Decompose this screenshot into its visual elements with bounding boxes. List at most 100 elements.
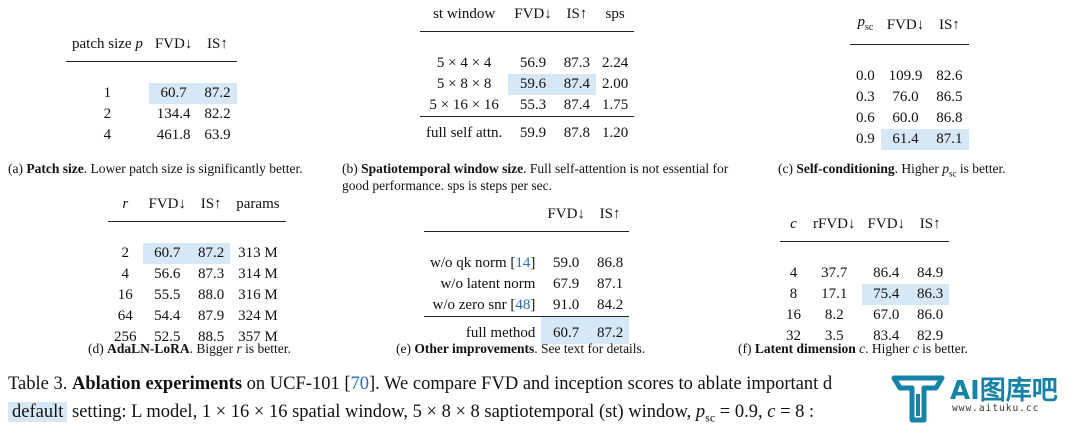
- header-is: IS↑: [590, 204, 630, 232]
- cell: 82.6: [936, 68, 963, 84]
- cell: 87.3: [563, 55, 590, 71]
- cell: 32: [786, 328, 801, 344]
- cell: 52.5: [154, 329, 181, 345]
- cell: full method: [424, 316, 542, 344]
- cell: 60.7: [142, 243, 193, 264]
- table-row: 0.6 60.0 86.8: [850, 108, 969, 129]
- cell: 8: [789, 286, 798, 302]
- table-other-improvements: FVD↓ IS↑ w/o qk norm [14] 59.0 86.8 w/o …: [424, 204, 630, 344]
- cell: 87.4: [563, 97, 590, 113]
- cell: 91.0: [553, 297, 580, 313]
- table-row: 256 52.5 88.5 357 M: [108, 327, 286, 348]
- table-row: full self attn. 59.9 87.8 1.20: [420, 116, 635, 144]
- cell: 16: [117, 287, 133, 303]
- cell: 2: [103, 106, 112, 122]
- watermark-url: www.aituku.cc: [952, 403, 1040, 414]
- cell: 82.2: [204, 106, 231, 122]
- cell: 1.20: [596, 116, 635, 144]
- cell: 87.2: [198, 83, 237, 104]
- cell: 5 × 4 × 4: [436, 55, 492, 71]
- header-st-window: st window: [420, 4, 509, 32]
- cell: 1: [103, 85, 112, 101]
- header-params: params: [230, 194, 286, 222]
- cell: 83.4: [873, 328, 900, 344]
- cell: 87.4: [557, 74, 596, 95]
- table-row: 2 60.7 87.2 313 M: [108, 243, 286, 264]
- table-patch-size: patch size p FVD↓ IS↑ 1 60.7 87.2 2 134.…: [66, 34, 237, 146]
- cell: w/o latent norm: [440, 276, 536, 292]
- caption-e: (e) Other improvements. See text for det…: [396, 341, 646, 356]
- cell: 5 × 8 × 8: [436, 76, 492, 92]
- caption-a: (a) Patch size. Lower patch size is sign…: [8, 161, 303, 176]
- cell: full self attn.: [420, 116, 509, 144]
- header-fvd: FVD↓: [142, 194, 193, 222]
- table-row: 0.3 76.0 86.5: [850, 87, 969, 108]
- cell: 60.7: [148, 83, 199, 104]
- cell: 109.9: [888, 68, 923, 84]
- table-row: 16 8.2 67.0 86.0: [780, 305, 949, 326]
- citation-link[interactable]: 14: [515, 255, 531, 271]
- cell: 0.0: [856, 68, 875, 84]
- header-fvd: FVD↓: [148, 34, 199, 62]
- cell: 8.2: [824, 307, 844, 323]
- cell: 75.4: [861, 284, 912, 305]
- cell: 357 M: [238, 329, 278, 345]
- cell: 4: [121, 266, 130, 282]
- table-row: 4 37.7 86.4 84.9: [780, 263, 949, 284]
- header-sps: sps: [596, 4, 635, 32]
- cell: 313 M: [238, 245, 278, 261]
- cell: 60.0: [892, 110, 919, 126]
- table-row: w/o qk norm [14] 59.0 86.8: [424, 253, 629, 274]
- cell: 86.8: [936, 110, 963, 126]
- citation-link[interactable]: 70: [350, 374, 369, 394]
- header-is: IS↑: [557, 4, 596, 32]
- table-row: full method 60.7 87.2: [424, 316, 630, 344]
- cell: 84.2: [596, 297, 624, 313]
- cell: 67.9: [553, 276, 580, 292]
- caption-d: (d) AdaLN-LoRA. Bigger r is better.: [88, 341, 291, 356]
- header-is: IS↑: [911, 214, 950, 242]
- cell: w/o qk norm [14]: [430, 255, 536, 271]
- table-row: 0.0 109.9 82.6: [850, 66, 969, 87]
- cell: 17.1: [821, 286, 848, 302]
- table-caption-line-1: Table 3. Ablation experiments on UCF-101…: [8, 374, 833, 394]
- cell: 316 M: [238, 287, 278, 303]
- cell: 55.5: [154, 287, 181, 303]
- table-self-conditioning: psc FVD↓ IS↑ 0.0 109.9 82.6 0.3 76.0 86.…: [850, 12, 969, 150]
- header-fvd: FVD↓: [861, 214, 912, 242]
- table-latent-dimension: c rFVD↓ FVD↓ IS↑ 4 37.7 86.4 84.9 8 17.1…: [780, 214, 950, 347]
- cell: 82.9: [917, 328, 944, 344]
- table-row: w/o latent norm 67.9 87.1: [424, 274, 629, 295]
- cell: 56.9: [519, 55, 547, 71]
- table-row: 8 17.1 75.4 86.3: [780, 284, 950, 305]
- table-row: 4 461.8 63.9: [66, 125, 237, 146]
- cell: 461.8: [156, 127, 191, 143]
- cell: 87.3: [198, 266, 225, 282]
- cell: 0.9: [856, 131, 875, 147]
- cell: 87.2: [192, 243, 231, 264]
- cell: 4: [103, 127, 112, 143]
- cell: 87.1: [596, 276, 624, 292]
- cell: 55.3: [519, 97, 547, 113]
- cell: 56.6: [154, 266, 181, 282]
- table-row: 2 134.4 82.2: [66, 104, 237, 125]
- caption-b: (b) Spatiotemporal window size. Full sel…: [342, 161, 729, 193]
- table-row: 5 × 8 × 8 59.6 87.4 2.00: [420, 74, 634, 95]
- citation-link[interactable]: 48: [515, 297, 531, 313]
- header-c: c: [780, 214, 807, 242]
- cell: 86.4: [873, 265, 900, 281]
- cell: 67.0: [873, 307, 900, 323]
- cell: 37.7: [821, 265, 848, 281]
- cell: 16: [786, 307, 801, 323]
- cell: 87.1: [930, 129, 969, 150]
- cell: 87.9: [198, 308, 225, 324]
- table-st-window: st window FVD↓ IS↑ sps 5 × 4 × 4 56.9 87…: [420, 4, 635, 144]
- cell: 1.75: [602, 97, 629, 113]
- cell: 5 × 16 × 16: [429, 97, 499, 113]
- header-method: [424, 204, 542, 232]
- cell: 86.3: [911, 284, 950, 305]
- cell: 59.9: [508, 116, 558, 144]
- cell: 59.6: [508, 74, 558, 95]
- table-row: 0.9 61.4 87.1: [850, 129, 969, 150]
- cell: 314 M: [238, 266, 278, 282]
